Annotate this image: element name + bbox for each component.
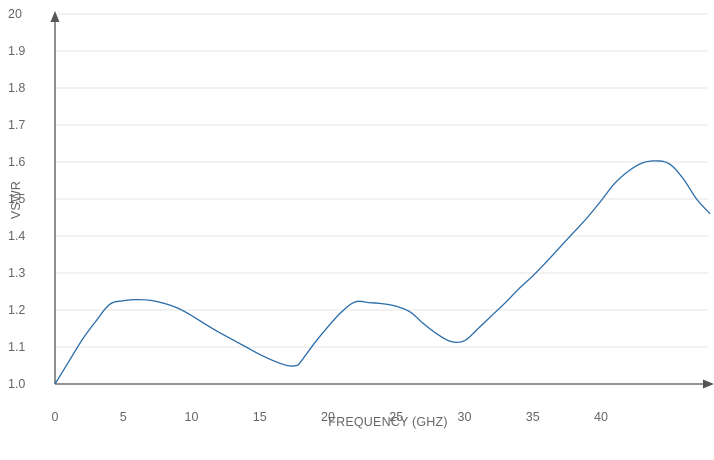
y-axis-arrow-icon	[50, 11, 60, 22]
y-tick-label: 1.5	[8, 192, 25, 206]
x-tick-label: 30	[458, 410, 472, 424]
axes	[50, 11, 714, 389]
y-tick-label: 1.4	[8, 229, 25, 243]
x-tick-labels: 0 5 10 15 20 25 30 35 40	[52, 410, 608, 424]
y-tick-label: 1.2	[8, 303, 25, 317]
x-axis-title: FREQUENCY (GHZ)	[328, 415, 447, 429]
x-tick-label: 25	[389, 410, 403, 424]
y-tick-label: 1.3	[8, 266, 25, 280]
y-tick-label: 20	[8, 7, 22, 21]
y-tick-label: 1.9	[8, 44, 25, 58]
x-tick-label: 0	[52, 410, 59, 424]
y-tick-label: 1.0	[8, 377, 25, 391]
y-tick-labels: 1.0 1.1 1.2 1.3 1.4 1.5 1.6 1.7 1.8 1.9 20	[8, 7, 25, 391]
x-tick-label: 40	[594, 410, 608, 424]
y-tick-label: 1.6	[8, 155, 25, 169]
y-tick-label: 1.7	[8, 118, 25, 132]
x-tick-label: 35	[526, 410, 540, 424]
x-tick-label: 5	[120, 410, 127, 424]
y-axis-title: VSWR	[9, 181, 23, 219]
y-tick-label: 1.8	[8, 81, 25, 95]
x-tick-label: 10	[185, 410, 199, 424]
x-tick-label: 15	[253, 410, 267, 424]
grid-lines	[55, 13, 708, 348]
series-line-vswr	[54, 160, 711, 385]
y-tick-label: 1.1	[8, 340, 25, 354]
x-tick-label: 20	[321, 410, 335, 424]
x-axis-arrow-icon	[703, 379, 714, 389]
